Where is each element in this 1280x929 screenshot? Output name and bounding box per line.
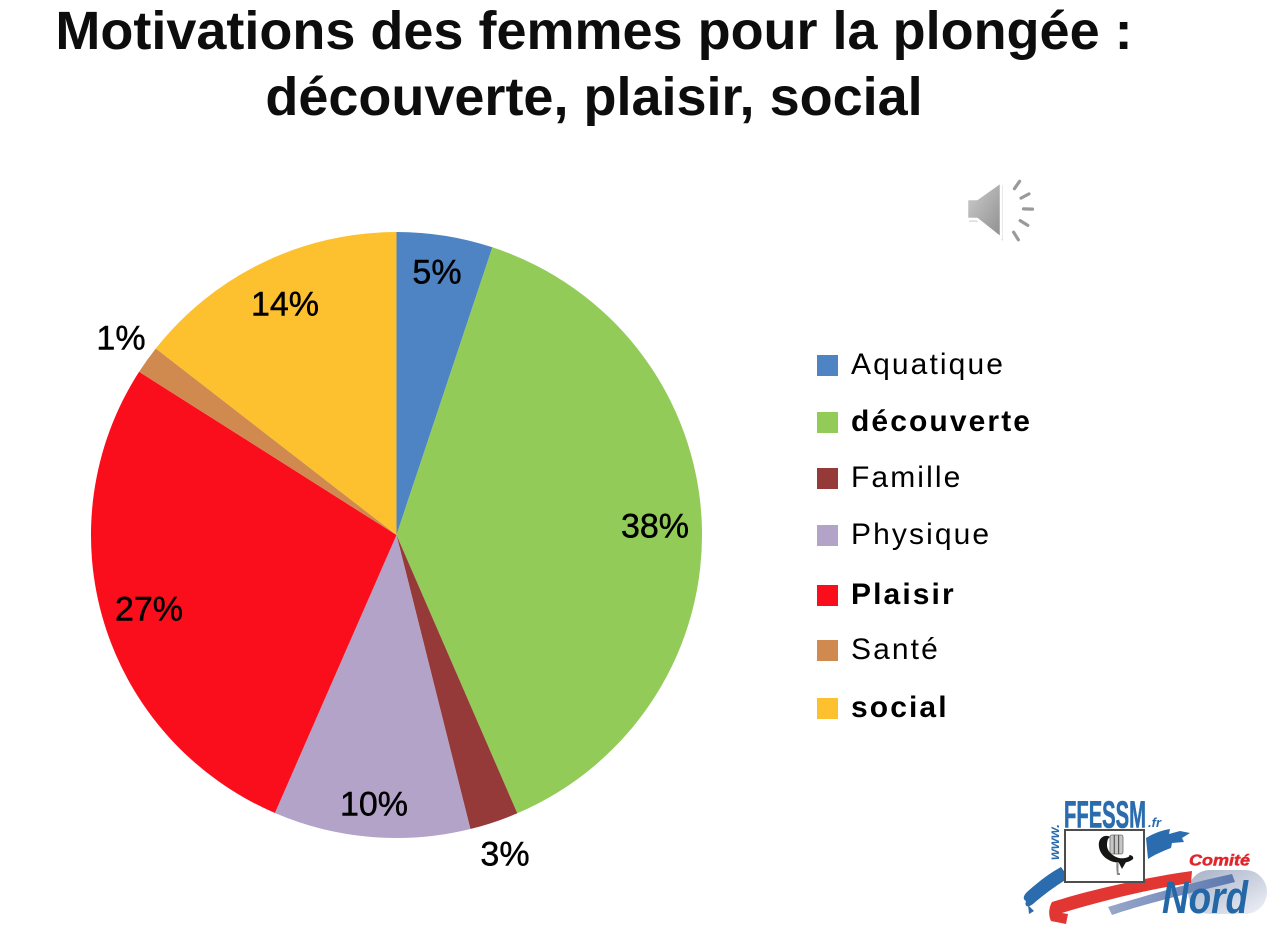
svg-text:FFESSM: FFESSM	[1064, 795, 1146, 837]
svg-text:Nord: Nord	[1162, 872, 1249, 923]
svg-text:.fr: .fr	[1148, 815, 1162, 830]
svg-text:Comité: Comité	[1189, 853, 1250, 870]
svg-text:www.: www.	[1046, 824, 1062, 860]
